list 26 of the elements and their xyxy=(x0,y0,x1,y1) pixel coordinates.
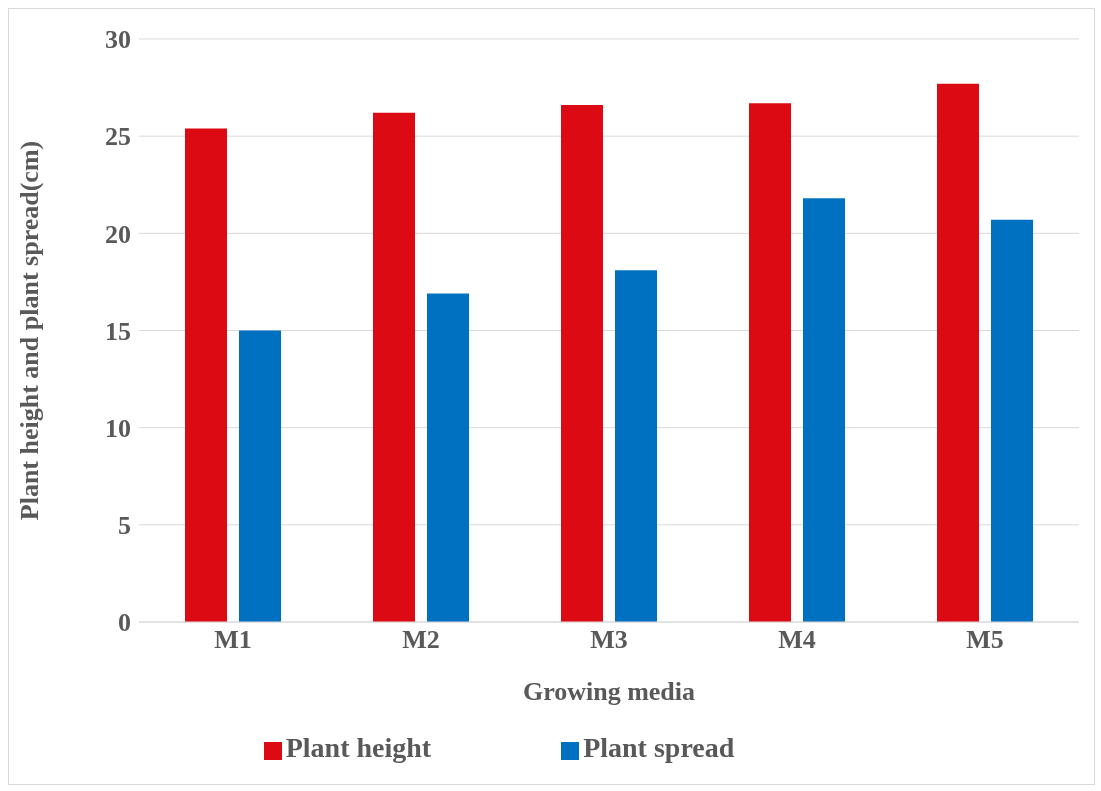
bar xyxy=(803,198,845,622)
x-tick-label: M4 xyxy=(778,625,816,655)
x-tick-label: M3 xyxy=(590,625,628,655)
y-tick-label: 15 xyxy=(105,316,131,346)
bar xyxy=(561,105,603,622)
x-tick-label: M5 xyxy=(966,625,1004,655)
bar xyxy=(239,330,281,622)
y-axis-title: Plant height and plant spread(cm) xyxy=(15,140,45,521)
bar xyxy=(937,83,979,622)
bar xyxy=(427,293,469,622)
y-tick-label: 30 xyxy=(105,25,131,55)
legend-label: Plant height xyxy=(285,732,432,763)
x-axis-title: Growing media xyxy=(522,677,696,706)
bar xyxy=(373,112,415,622)
bar xyxy=(991,219,1033,622)
bar xyxy=(749,103,791,622)
y-tick-label: 10 xyxy=(105,413,131,443)
y-tick-label: 0 xyxy=(118,608,131,638)
y-tick-label: 20 xyxy=(105,219,131,249)
y-tick-label: 25 xyxy=(105,122,131,152)
y-tick-label: 5 xyxy=(118,511,131,541)
bar xyxy=(185,128,227,622)
x-tick-label: M1 xyxy=(214,625,252,655)
legend-label: Plant spread xyxy=(583,732,735,763)
x-tick-label: M2 xyxy=(402,625,440,655)
bar xyxy=(615,270,657,622)
